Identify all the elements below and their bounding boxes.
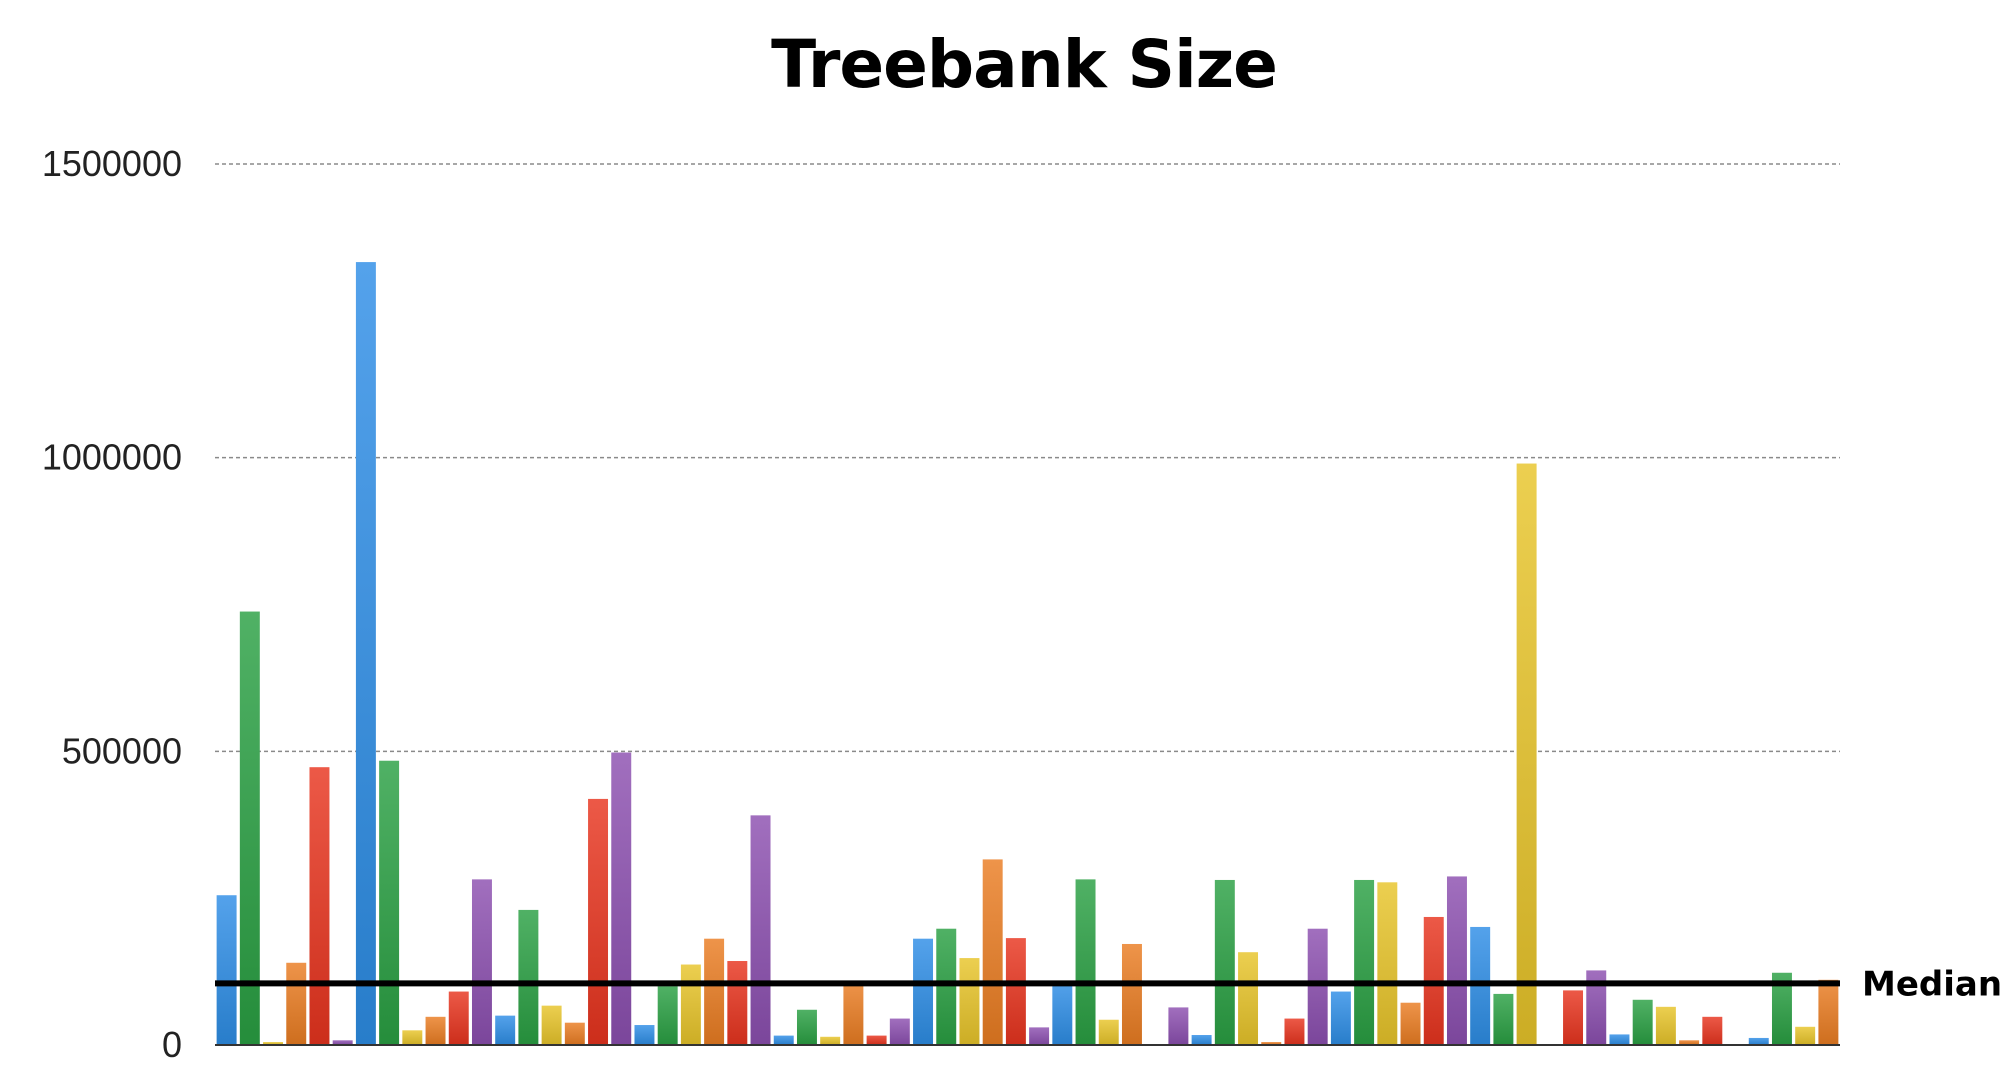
bar: [866, 1035, 887, 1045]
bar: [1354, 879, 1375, 1045]
bar: [286, 962, 307, 1045]
gridlines: [215, 163, 1840, 753]
bar: [1516, 463, 1537, 1045]
bar: [657, 986, 678, 1045]
bar: [309, 767, 330, 1045]
bar: [379, 760, 400, 1045]
bar: [1238, 952, 1259, 1045]
bar: [750, 815, 771, 1045]
bar: [1377, 882, 1398, 1045]
bar: [982, 859, 1003, 1045]
bar: [611, 752, 632, 1045]
bar: [889, 1018, 910, 1045]
median-marker: Median: [215, 964, 2000, 1004]
bar: [727, 961, 748, 1045]
bar: [1795, 1026, 1816, 1045]
bar: [1098, 1019, 1119, 1045]
bar: [634, 1025, 655, 1045]
bar: [1702, 1016, 1723, 1045]
bars: [216, 262, 1839, 1045]
bar: [402, 1030, 423, 1045]
bar: [1609, 1034, 1630, 1045]
bar: [355, 262, 376, 1045]
bar: [471, 879, 492, 1045]
bar: [239, 611, 260, 1045]
median-label: Median: [1862, 964, 2000, 1004]
bar: [1400, 1002, 1421, 1045]
bar: [1284, 1018, 1305, 1045]
y-axis-tick-labels: 0 500000 1000000 1500000: [42, 143, 182, 1065]
bar: [1632, 999, 1653, 1045]
bar: [820, 1036, 841, 1045]
bar: [518, 909, 539, 1045]
bar: [1214, 879, 1235, 1045]
bar: [332, 1040, 353, 1045]
bar: [1586, 970, 1607, 1045]
bar: [448, 991, 469, 1045]
bar: [1563, 990, 1584, 1045]
bar: [704, 938, 725, 1045]
bar: [913, 938, 934, 1045]
bar: [263, 1042, 284, 1045]
bar: [1029, 1027, 1050, 1045]
bar: [1330, 991, 1351, 1045]
bar: [216, 895, 237, 1045]
bar: [936, 928, 957, 1045]
bar: [425, 1016, 446, 1045]
chart-title: Treebank Size: [771, 26, 1278, 103]
bar: [1493, 993, 1514, 1045]
bar: [564, 1022, 585, 1045]
bar: [1005, 938, 1026, 1045]
bar: [1191, 1035, 1212, 1045]
bar: [1307, 928, 1328, 1045]
bar: [1446, 876, 1467, 1045]
bar: [680, 964, 701, 1045]
bar: [1818, 979, 1839, 1045]
bar: [1168, 1007, 1189, 1045]
bar: [1052, 982, 1073, 1045]
bar: [495, 1015, 516, 1045]
bar: [796, 1009, 817, 1045]
y-tick-label: 1500000: [42, 143, 182, 184]
bar: [588, 798, 609, 1045]
bar: [1655, 1006, 1676, 1045]
bar: [1748, 1037, 1769, 1045]
y-tick-label: 500000: [62, 730, 182, 771]
bar: [1121, 943, 1142, 1045]
bar: [1261, 1042, 1282, 1045]
bar: [541, 1005, 562, 1045]
y-tick-label: 0: [162, 1024, 182, 1065]
bar: [1771, 972, 1792, 1045]
bar: [1679, 1040, 1700, 1045]
bar: [843, 981, 864, 1045]
bar: [773, 1035, 794, 1045]
y-tick-label: 1000000: [42, 437, 182, 478]
bar: [959, 958, 980, 1045]
bar: [1075, 879, 1096, 1045]
